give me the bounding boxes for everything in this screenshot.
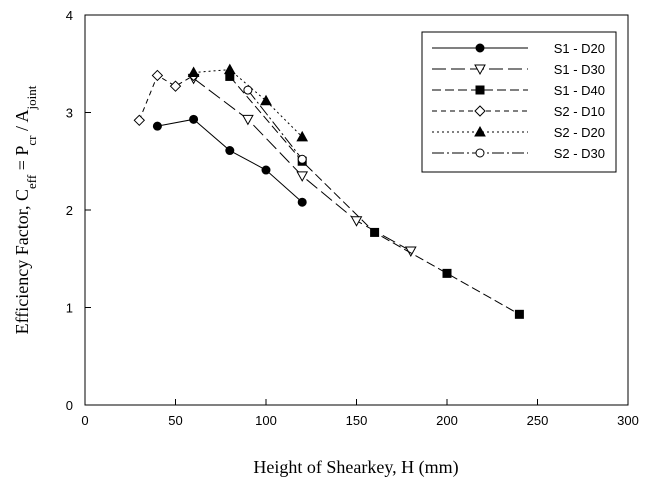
legend-label: S1 - D20 (554, 41, 605, 56)
x-tick-label: 150 (346, 413, 368, 428)
legend-entry: S1 - D20 (432, 41, 605, 56)
x-tick-label: 50 (168, 413, 182, 428)
legend: S1 - D20 S1 - D30 S1 - D40 S2 - D10 S2 - D20… (421, 31, 617, 173)
legend-entry: S1 - D30 (432, 62, 605, 77)
data-point (243, 85, 253, 95)
legend-marker (474, 64, 486, 76)
y-tick-label: 3 (66, 106, 73, 121)
legend-marker (475, 148, 485, 158)
legend-marker (475, 43, 485, 53)
data-point (152, 121, 162, 131)
legend-label: S1 - D40 (554, 83, 605, 98)
series-layer (133, 63, 524, 319)
legend-box (421, 31, 617, 173)
series-line (193, 69, 303, 138)
legend-label: S2 - D10 (554, 104, 605, 119)
x-tick-label: 100 (255, 413, 277, 428)
legend-label: S2 - D20 (554, 125, 605, 140)
data-point (133, 114, 146, 127)
legend-marker (475, 85, 485, 95)
x-tick-label: 250 (527, 413, 549, 428)
data-point (442, 268, 452, 278)
y-axis-title: Efficiency Factor, Ceff = Pcr / Ajoint (12, 85, 39, 334)
x-tick-label: 300 (617, 413, 639, 428)
data-point (261, 165, 271, 175)
axis-ticks: 0 50 100 150 200 250 300 0 1 2 3 4 (66, 8, 639, 428)
legend-label: S2 - D30 (554, 146, 605, 161)
y-axis-title-sub-joint: joint (24, 85, 39, 110)
data-point (223, 63, 236, 75)
y-axis-title-prefix: Efficiency Factor, C (12, 189, 32, 334)
legend-items: S1 - D20 S1 - D30 S1 - D40 S2 - D10 S2 - D20… (432, 41, 605, 161)
y-tick-label: 2 (66, 203, 73, 218)
legend-entry: S2 - D20 (432, 125, 605, 140)
x-tick-label: 200 (436, 413, 458, 428)
x-axis-title: Height of Shearkey, H (mm) (253, 457, 458, 478)
series-s2-d30 (243, 85, 307, 164)
data-point (151, 69, 164, 82)
y-axis-title-mid2: / A (12, 109, 32, 135)
series-s1-d20 (152, 114, 307, 207)
data-point (225, 146, 235, 156)
x-tick-label: 0 (81, 413, 88, 428)
legend-marker (474, 105, 486, 117)
data-point (514, 309, 524, 319)
data-point (297, 154, 307, 164)
data-point (187, 66, 200, 78)
legend-label: S1 - D30 (554, 62, 605, 77)
y-tick-label: 4 (66, 8, 73, 23)
legend-entry: S2 - D30 (432, 146, 605, 161)
y-axis-title-sub-cr: cr (24, 135, 39, 146)
y-axis-title-mid1: = P (12, 146, 32, 175)
data-point (169, 80, 182, 92)
series-s2-d20 (187, 63, 309, 142)
y-tick-label: 0 (66, 398, 73, 413)
data-point (350, 216, 363, 227)
y-tick-label: 1 (66, 301, 73, 316)
legend-marker (474, 125, 486, 137)
legend-entry: S2 - D10 (432, 104, 605, 119)
data-point (370, 227, 380, 237)
data-point (296, 130, 309, 142)
data-point (189, 114, 199, 124)
data-point (297, 197, 307, 207)
series-line (247, 89, 303, 160)
data-point (296, 171, 309, 182)
data-point (260, 94, 272, 106)
y-axis-title-sub-eff: eff (24, 174, 39, 189)
data-point (242, 114, 254, 126)
legend-entry: S1 - D40 (432, 83, 605, 98)
series-line (138, 74, 194, 121)
